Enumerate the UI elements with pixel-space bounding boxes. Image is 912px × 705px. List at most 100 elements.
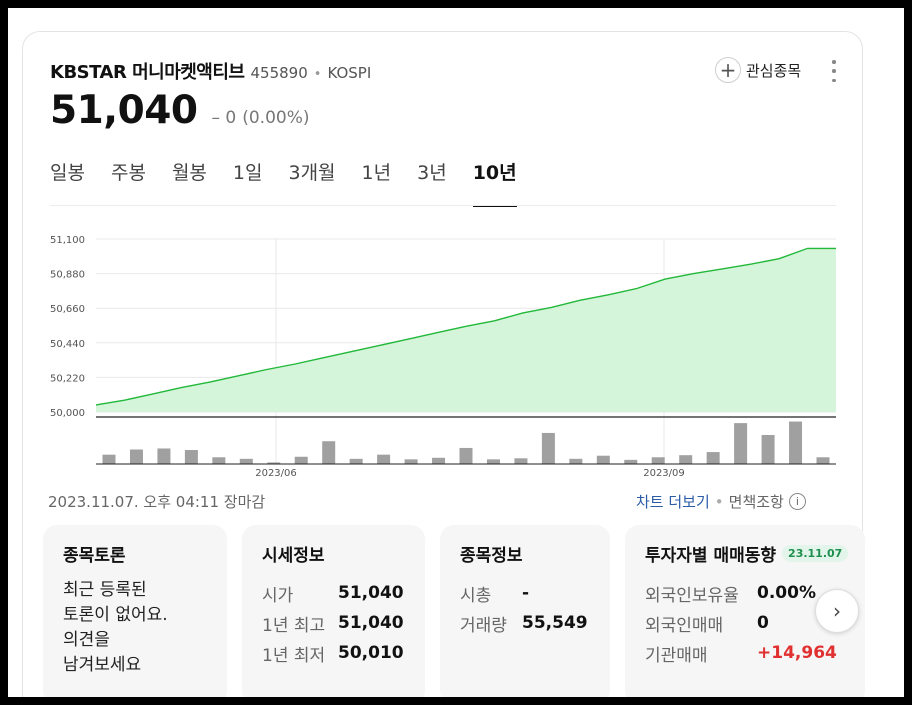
volume-bar: [239, 458, 253, 464]
discussion-title: 종목토론: [63, 546, 126, 566]
chart-links: 차트 더보기 • 면책조항 i: [636, 491, 806, 512]
more-chart-link[interactable]: 차트 더보기: [636, 493, 710, 511]
tab-daily[interactable]: 일봉: [50, 162, 85, 184]
info-label: 거래량: [460, 615, 507, 636]
plus-icon: +: [715, 57, 741, 83]
info-title: 종목정보: [460, 546, 523, 566]
volume-bar: [459, 447, 473, 464]
volume-bar: [624, 459, 638, 464]
info-value: -: [522, 583, 530, 603]
volume-bar: [541, 432, 555, 464]
tab-divider: [50, 205, 836, 206]
quote-row: 1년 최고 51,040: [262, 608, 405, 638]
volume-bar: [514, 458, 528, 464]
quote-value: 50,010: [338, 643, 404, 663]
favorite-button[interactable]: + 관심종목: [715, 57, 801, 83]
volume-bar: [486, 459, 500, 464]
volume-bar: [789, 421, 803, 464]
discussion-line: 토론이 없어요.: [63, 605, 168, 625]
quote-panel[interactable]: 시세정보 시가 51,040 1년 최고 51,040 1년 최저 50,010: [242, 525, 425, 697]
investor-row: 외국인보유율 0.00%: [645, 578, 865, 608]
volume-bar: [322, 441, 336, 464]
disclaimer-link[interactable]: 면책조항: [728, 493, 784, 511]
tab-1year[interactable]: 1년: [361, 162, 392, 184]
discussion-line: 최근 등록된: [63, 580, 147, 600]
info-icon[interactable]: i: [788, 493, 806, 510]
volume-bar: [734, 423, 748, 464]
y-tick-label: 50,660: [50, 304, 85, 315]
price-chart[interactable]: 51,100 50,880 50,660 50,440 50,220 50,000 2023…: [48, 222, 838, 477]
stock-name[interactable]: KBSTAR 머니마켓액티브: [50, 62, 245, 83]
volume-bar: [404, 459, 418, 464]
tab-weekly[interactable]: 주봉: [110, 162, 146, 184]
tab-3year[interactable]: 3년: [417, 162, 447, 184]
flat-sign: –: [211, 108, 221, 128]
info-row: 거래량 55,549: [460, 608, 590, 638]
price-block: 51,040 – 0 (0.00%): [50, 88, 310, 133]
volume-bar: [184, 450, 198, 464]
volume-bar: [157, 448, 171, 464]
stock-code: 455890: [250, 64, 308, 82]
tab-1day[interactable]: 1일: [232, 162, 263, 184]
change-value: 0: [225, 108, 237, 128]
discussion-empty-text: 최근 등록된 토론이 없어요. 의견을 남겨보세요: [63, 578, 207, 678]
investor-panel[interactable]: 투자자별 매매동향 23.11.07 외국인보유율 0.00% 외국인매매 0 …: [625, 525, 865, 697]
info-panel[interactable]: 종목정보 시총 - 거래량 55,549: [440, 525, 610, 697]
discussion-line: 의견을: [63, 630, 110, 650]
discussion-panel[interactable]: 종목토론 최근 등록된 토론이 없어요. 의견을 남겨보세요: [43, 525, 227, 697]
next-arrow-icon[interactable]: ›: [815, 589, 859, 633]
current-price: 51,040: [50, 88, 198, 133]
more-menu-icon[interactable]: [828, 60, 840, 82]
x-tick-label: 2023/09: [643, 468, 685, 477]
quote-label: 1년 최고: [262, 615, 326, 636]
volume-bar: [102, 454, 116, 464]
volume-bar: [129, 449, 143, 464]
investor-value: 0.00%: [757, 583, 816, 603]
investor-row: 외국인매매 0: [645, 608, 865, 638]
investor-date-badge: 23.11.07: [782, 545, 849, 562]
tab-monthly[interactable]: 월봉: [171, 162, 207, 184]
volume-bar: [294, 456, 308, 464]
tab-3month[interactable]: 3개월: [288, 162, 336, 184]
quote-row: 1년 최저 50,010: [262, 638, 405, 668]
investor-label: 기관매매: [645, 645, 708, 666]
investor-value: +14,964: [757, 643, 837, 663]
market-name: KOSPI: [327, 64, 372, 82]
volume-bar: [761, 435, 775, 464]
quote-label: 시가: [262, 585, 294, 606]
volume-bar: [596, 455, 610, 464]
stock-header: KBSTAR 머니마켓액티브 455890 • KOSPI: [50, 58, 371, 84]
volume-bar: [432, 457, 446, 464]
quote-title: 시세정보: [262, 546, 325, 566]
info-label: 시총: [460, 585, 492, 606]
volume-bar: [349, 458, 363, 464]
price-change-percent: (0.00%): [242, 108, 310, 128]
y-tick-label: 50,000: [50, 408, 85, 419]
volume-bar: [816, 457, 830, 464]
price-line: [95, 247, 836, 406]
info-value: 55,549: [522, 613, 588, 633]
x-tick-label: 2023/06: [255, 468, 297, 477]
quote-row: 시가 51,040: [262, 578, 405, 608]
y-tick-label: 50,440: [50, 339, 85, 350]
volume-bar: [651, 457, 665, 464]
y-tick-label: 50,220: [50, 373, 85, 384]
quote-label: 1년 최저: [262, 645, 326, 666]
volume-bar: [706, 452, 720, 464]
volume-bar: [267, 462, 281, 464]
page-frame: KBSTAR 머니마켓액티브 455890 • KOSPI + 관심종목 51,…: [8, 8, 904, 697]
discussion-line: 남겨보세요: [63, 655, 142, 675]
tab-10year[interactable]: 10년: [472, 158, 517, 207]
volume-bar: [212, 457, 226, 464]
header-separator: •: [313, 67, 322, 82]
volume-bar: [679, 455, 693, 464]
investor-title: 투자자별 매매동향: [645, 546, 777, 566]
timestamp: 2023.11.07. 오후 04:11 장마감: [48, 493, 266, 511]
link-separator: •: [714, 492, 724, 511]
y-tick-label: 51,100: [50, 235, 85, 246]
price-change: – 0: [212, 108, 237, 128]
quote-value: 51,040: [338, 583, 404, 603]
volume-bar: [377, 454, 391, 464]
info-row: 시총 -: [460, 578, 590, 608]
investor-header: 투자자별 매매동향 23.11.07: [645, 541, 865, 566]
